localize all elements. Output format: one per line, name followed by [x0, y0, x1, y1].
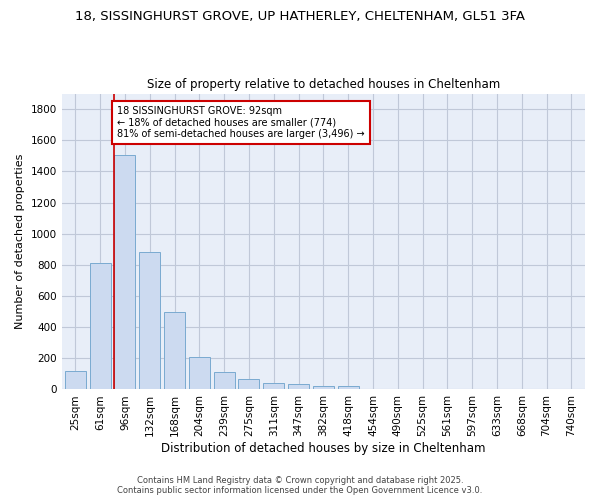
- Text: Contains HM Land Registry data © Crown copyright and database right 2025.
Contai: Contains HM Land Registry data © Crown c…: [118, 476, 482, 495]
- Bar: [189, 357, 210, 390]
- Text: 18 SISSINGHURST GROVE: 92sqm
← 18% of detached houses are smaller (774)
81% of s: 18 SISSINGHURST GROVE: 92sqm ← 18% of de…: [118, 106, 365, 139]
- Bar: [65, 371, 86, 390]
- Text: 18, SISSINGHURST GROVE, UP HATHERLEY, CHELTENHAM, GL51 3FA: 18, SISSINGHURST GROVE, UP HATHERLEY, CH…: [75, 10, 525, 23]
- Bar: [89, 264, 110, 390]
- Y-axis label: Number of detached properties: Number of detached properties: [15, 154, 25, 329]
- Bar: [164, 312, 185, 390]
- Bar: [338, 386, 359, 390]
- X-axis label: Distribution of detached houses by size in Cheltenham: Distribution of detached houses by size …: [161, 442, 485, 455]
- Bar: [238, 380, 259, 390]
- Title: Size of property relative to detached houses in Cheltenham: Size of property relative to detached ho…: [147, 78, 500, 91]
- Bar: [288, 384, 309, 390]
- Bar: [139, 252, 160, 390]
- Bar: [313, 386, 334, 390]
- Bar: [263, 383, 284, 390]
- Bar: [214, 372, 235, 390]
- Bar: [115, 155, 136, 390]
